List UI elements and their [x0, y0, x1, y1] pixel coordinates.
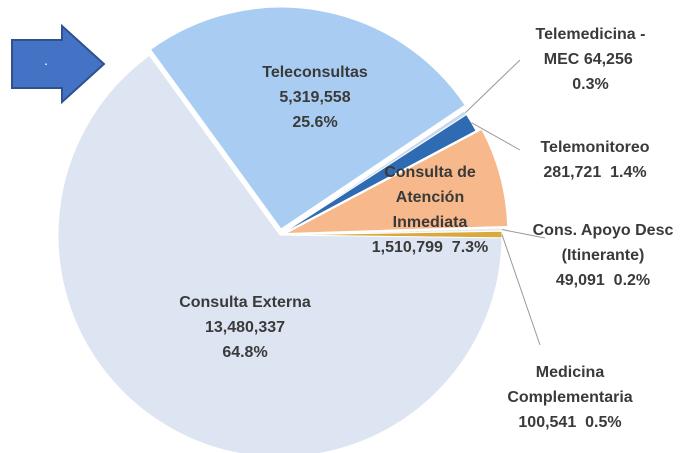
arrow-text: . [44, 52, 48, 68]
percent-label: 0.3% [572, 76, 609, 93]
pie-slice [285, 128, 509, 234]
slice-label: Telemonitoreo 281,721 1.4% [510, 135, 680, 185]
category-label: Teleconsultas [262, 64, 368, 81]
value-label: 281,721 [543, 164, 602, 181]
category-label: Medicina Complementaria [507, 364, 633, 406]
percent-label: 0.5% [585, 414, 622, 431]
percent-label: 1.4% [610, 164, 647, 181]
slice-label: Medicina Complementaria 100,541 0.5% [490, 360, 650, 435]
percent-label: 7.3% [451, 239, 489, 256]
pie-slice [57, 54, 503, 453]
percent-label: 64.8% [222, 344, 268, 361]
slice-label: Cons. Apoyo Desc (Itinerante) 49,091 0.2% [527, 218, 679, 293]
category-label: Cons. Apoyo Desc (Itinerante) [532, 222, 674, 264]
slice-label: Teleconsultas 5,319,558 25.6% [215, 60, 415, 135]
value-label: 1,510,799 [371, 239, 443, 256]
slice-label: Consulta Externa 13,480,337 64.8% [140, 290, 350, 365]
leader-line [501, 234, 541, 346]
category-label: Telemonitoreo [540, 139, 650, 156]
percent-label: 0.2% [613, 272, 651, 289]
category-label: Consulta Externa [179, 294, 311, 311]
value-label: 64,256 [583, 51, 633, 68]
arrow [11, 23, 106, 105]
slice-label: Consulta de Atención Inmediata 1,510,799 … [350, 160, 510, 260]
value-label: 5,319,558 [279, 89, 351, 106]
pie-slice [279, 113, 477, 236]
percent-label: 25.6% [292, 114, 338, 131]
value-label: 13,480,337 [204, 319, 286, 336]
slice-label: Telemedicina - MEC 64,256 0.3% [528, 22, 653, 97]
pie-slice [149, 6, 466, 230]
value-label: 49,091 [555, 272, 605, 289]
leader-line [464, 59, 521, 114]
category-label: Telemedicina - MEC [535, 26, 646, 68]
category-label: Consulta de Atención Inmediata [384, 164, 476, 231]
leader-line [501, 229, 546, 239]
leader-line [471, 122, 521, 151]
value-label: 100,541 [518, 414, 577, 431]
